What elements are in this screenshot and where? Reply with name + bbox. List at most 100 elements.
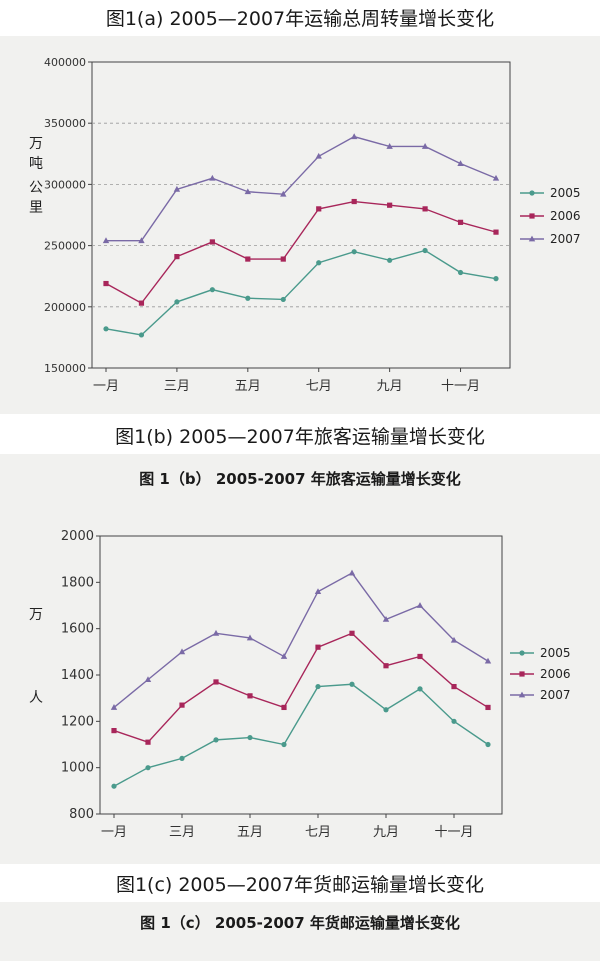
series-2005-point xyxy=(174,299,180,305)
series-2005-point xyxy=(417,686,423,692)
y-tick-label: 1400 xyxy=(61,668,94,683)
x-tick-label: 五月 xyxy=(237,825,263,840)
series-2007-point xyxy=(315,152,322,159)
series-2007-point xyxy=(280,653,288,659)
series-2006-point xyxy=(138,300,145,306)
series-2005-point xyxy=(145,765,151,771)
y-tick-label: 800 xyxy=(69,807,94,822)
series-2005-point xyxy=(179,755,185,761)
legend-label-2005: 2005 xyxy=(540,646,571,660)
figure-title-c: 图 1（c） 2005-2007 年货邮运输量增长变化 xyxy=(140,914,460,932)
x-tick-label: 一月 xyxy=(93,379,119,394)
series-2006-point xyxy=(493,229,499,235)
series-2006-point xyxy=(485,704,491,711)
series-2007-line xyxy=(113,572,489,708)
legend-marker-2007 xyxy=(518,691,526,698)
series-2007-line xyxy=(106,135,497,242)
series-2005-point xyxy=(138,332,145,338)
series-2005-point xyxy=(280,296,286,303)
series-2007-point xyxy=(314,588,322,594)
series-2005-point xyxy=(247,734,253,741)
y-axis-label-char: 公 xyxy=(29,180,43,196)
series-2007-point xyxy=(178,648,186,655)
legend-marker-2006 xyxy=(519,671,525,677)
series-2006-point xyxy=(145,739,151,745)
y-tick-label: 1200 xyxy=(61,714,94,729)
y-tick-label: 1800 xyxy=(61,575,94,590)
series-2007-point xyxy=(212,629,220,636)
legend-label-2007: 2007 xyxy=(550,232,581,246)
series-2007-point xyxy=(246,634,254,641)
figure-title-b: 图 1（b） 2005-2007 年旅客运输量增长变化 xyxy=(139,470,461,488)
x-tick-label: 三月 xyxy=(164,379,190,394)
y-tick-label: 400000 xyxy=(44,56,86,69)
legend-marker-2005 xyxy=(519,650,525,656)
x-tick-label: 五月 xyxy=(235,379,261,394)
series-2007-point xyxy=(416,602,424,608)
series-2005-point xyxy=(493,276,499,282)
series-2006-point xyxy=(457,219,464,225)
series-2005-point xyxy=(485,741,491,748)
series-2006-point xyxy=(383,663,389,669)
legend-marker-2005 xyxy=(529,190,535,196)
plot-frame xyxy=(91,61,511,369)
series-2005-point xyxy=(387,257,393,263)
y-axis-label-char: 人 xyxy=(29,690,43,706)
series-2006-point xyxy=(281,704,287,711)
legend-label-2006: 2006 xyxy=(550,209,581,223)
x-tick-label: 七月 xyxy=(306,379,332,394)
series-2005-point xyxy=(457,269,464,276)
series-2005-point xyxy=(316,260,322,266)
x-tick-label: 一月 xyxy=(101,825,127,840)
series-2007-point xyxy=(457,160,464,166)
y-tick-label: 300000 xyxy=(44,178,86,191)
series-2006-point xyxy=(111,728,117,734)
y-tick-label: 150000 xyxy=(44,362,86,375)
panel-c: 图 1（c） 2005-2007 年货邮运输量增长变化 xyxy=(0,902,600,961)
x-tick-label: 十一月 xyxy=(441,379,480,394)
series-2005-point xyxy=(451,718,457,724)
series-2005-line xyxy=(113,683,489,787)
x-tick-label: 九月 xyxy=(373,825,399,840)
y-tick-label: 2000 xyxy=(61,529,94,544)
x-tick-label: 十一月 xyxy=(434,825,473,840)
series-2006-point xyxy=(174,254,180,260)
series-2007-point xyxy=(244,188,252,195)
series-2005-point xyxy=(315,683,321,690)
legend-marker-2007 xyxy=(528,235,536,242)
series-2005-point xyxy=(103,326,109,332)
y-axis-label-char: 万 xyxy=(29,136,43,152)
series-2005-point xyxy=(383,707,389,713)
series-2006-point xyxy=(351,198,357,205)
chart-a-svg: 150000 200000 250000 300000 350000 400000 一月 三月… xyxy=(29,56,581,394)
series-2006-point xyxy=(213,679,219,685)
y-tick-label: 250000 xyxy=(44,240,86,253)
series-2006-point xyxy=(349,630,355,636)
series-2006-point xyxy=(387,202,393,208)
y-axis-label-char: 吨 xyxy=(29,156,43,172)
series-2005-point xyxy=(111,783,117,789)
x-tick-label: 九月 xyxy=(377,379,403,394)
panel-b: 图 1（b） 2005-2007 年旅客运输量增长变化 800 1000 1200 1… xyxy=(0,454,600,864)
series-2007-point xyxy=(144,676,152,683)
y-tick-label: 200000 xyxy=(44,301,86,314)
series-2007-point xyxy=(110,704,118,710)
series-2007-point xyxy=(348,569,356,576)
series-2005-line xyxy=(105,249,497,336)
legend-marker-2006 xyxy=(529,213,535,219)
caption-b: 图1(b) 2005—2007年旅客运输量增长变化 xyxy=(115,426,485,448)
series-2007-point xyxy=(173,185,181,192)
series-2006-point xyxy=(316,206,322,212)
x-tick-label: 七月 xyxy=(305,825,331,840)
series-2007-point xyxy=(450,636,458,643)
y-tick-label: 1600 xyxy=(61,622,94,637)
series-2006-point xyxy=(280,256,286,262)
series-2006-point xyxy=(179,702,185,708)
series-2007-point xyxy=(280,190,287,197)
series-2007-point xyxy=(382,616,390,622)
legend-label-2007: 2007 xyxy=(540,688,571,702)
series-2006-point xyxy=(417,653,423,660)
series-2006-line xyxy=(113,632,489,743)
series-2007-point xyxy=(492,174,500,181)
series-2005-point xyxy=(213,737,219,743)
